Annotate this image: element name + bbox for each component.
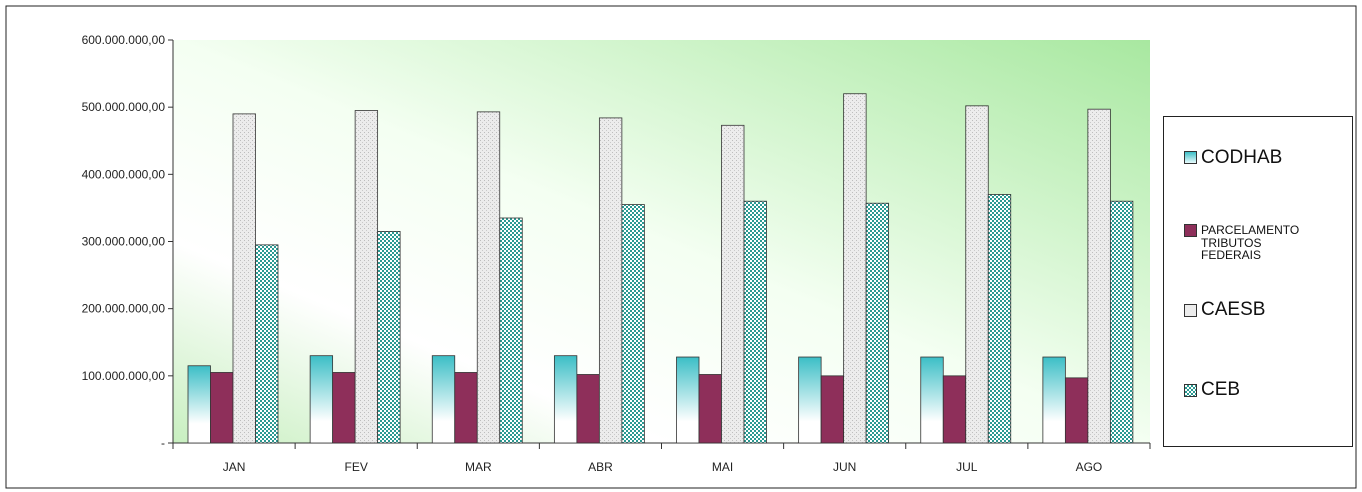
legend-item-codhab: CODHAB	[1184, 148, 1282, 168]
legend: CODHAB PARCELAMENTO TRIBUTOS FEDERAIS CA…	[1163, 116, 1353, 447]
bar-codhab-jul	[920, 356, 944, 444]
bar-ceb-mai	[743, 200, 767, 444]
y-axis: - 100.000.000,00 200.000.000,00 300.000.000…	[82, 33, 174, 450]
bar-caesb-jun	[843, 93, 867, 444]
x-tick-label: JUL	[956, 460, 978, 474]
bars	[187, 93, 1134, 444]
bar-ceb-ago	[1109, 200, 1134, 444]
bar-codhab-jan	[187, 365, 211, 444]
x-tick-label: MAI	[712, 460, 733, 474]
bar-ceb-abr	[621, 204, 645, 444]
bar-ceb-jul	[987, 194, 1012, 444]
legend-label-caesb: CAESB	[1201, 299, 1266, 320]
y-tick-label: 400.000.000,00	[82, 167, 166, 181]
bar-codhab-jun	[798, 356, 822, 444]
bar-codhab-ago	[1042, 356, 1066, 444]
x-tick-label: JUN	[833, 460, 856, 474]
bar-parcelamento-jul	[942, 375, 967, 444]
x-axis: JAN FEV MAR ABR MAI JUN JUL AGO	[172, 442, 1151, 474]
y-tick-label: 500.000.000,00	[82, 100, 166, 114]
legend-label-codhab: CODHAB	[1201, 147, 1283, 168]
bar-codhab-abr	[553, 355, 578, 444]
bar-parcelamento-abr	[576, 374, 600, 444]
y-tick-label: 100.000.000,00	[82, 369, 166, 383]
bar-parcelamento-jan	[210, 372, 234, 444]
legend-item-parcelamento: PARCELAMENTO TRIBUTOS FEDERAIS	[1184, 224, 1321, 262]
x-tick-label: AGO	[1076, 460, 1103, 474]
legend-item-ceb: CEB	[1184, 380, 1240, 400]
y-tick-label: 200.000.000,00	[82, 302, 166, 316]
bar-caesb-fev	[354, 110, 379, 444]
bar-caesb-ago	[1087, 108, 1111, 444]
bar-caesb-abr	[598, 117, 623, 444]
bar-codhab-mar	[431, 355, 456, 444]
x-tick-label: FEV	[345, 460, 368, 474]
bar-parcelamento-fev	[332, 372, 356, 444]
bar-caesb-mar	[476, 111, 501, 444]
x-tick-label: MAR	[465, 460, 492, 474]
x-tick-label: ABR	[588, 460, 613, 474]
bar-parcelamento-mai	[698, 374, 722, 444]
bar-parcelamento-jun	[820, 375, 845, 444]
bar-ceb-jun	[865, 202, 890, 444]
bar-codhab-mai	[676, 356, 700, 444]
bar-caesb-mai	[721, 124, 745, 444]
parcelamento-swatch	[1184, 224, 1197, 237]
legend-label-parcelamento: PARCELAMENTO TRIBUTOS FEDERAIS	[1201, 223, 1300, 263]
codhab-swatch	[1184, 151, 1197, 164]
bar-caesb-jul	[965, 105, 989, 444]
y-tick-label: -	[161, 436, 165, 450]
ceb-swatch	[1184, 384, 1197, 397]
bar-codhab-fev	[309, 355, 334, 444]
x-tick-label: JAN	[223, 460, 246, 474]
bar-ceb-jan	[255, 244, 279, 444]
bar-caesb-jan	[232, 113, 256, 444]
y-tick-label: 600.000.000,00	[82, 33, 166, 47]
legend-label-ceb: CEB	[1201, 379, 1241, 400]
chart-border	[5, 5, 1357, 489]
y-tick-label: 300.000.000,00	[82, 235, 166, 249]
bar-ceb-fev	[377, 231, 401, 444]
caesb-swatch	[1184, 304, 1197, 317]
bar-parcelamento-ago	[1064, 377, 1089, 444]
legend-item-caesb: CAESB	[1184, 300, 1265, 320]
bar-ceb-mar	[499, 217, 523, 444]
bar-parcelamento-mar	[454, 372, 478, 444]
